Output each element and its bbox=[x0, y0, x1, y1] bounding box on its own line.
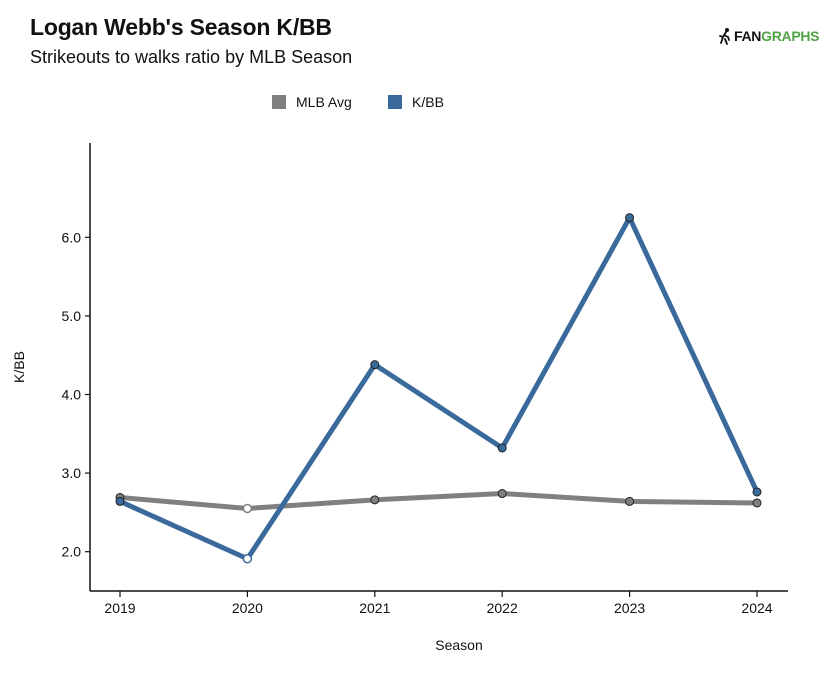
data-point[interactable] bbox=[370, 495, 380, 505]
data-point[interactable] bbox=[625, 496, 635, 506]
y-tick-label: 6.0 bbox=[62, 229, 82, 245]
series-line bbox=[117, 215, 760, 562]
x-tick-label: 2020 bbox=[232, 600, 263, 616]
data-point[interactable] bbox=[497, 443, 507, 453]
data-point[interactable] bbox=[625, 213, 635, 223]
chart-title: Logan Webb's Season K/BB bbox=[30, 14, 332, 40]
data-point[interactable] bbox=[242, 503, 253, 514]
legend-swatch bbox=[388, 95, 402, 109]
fangraphs-logo: FAN GRAPHS bbox=[718, 26, 820, 46]
chart-subtitle: Strikeouts to walks ratio by MLB Season bbox=[30, 47, 353, 67]
data-point[interactable] bbox=[497, 489, 507, 499]
x-tick-label: 2023 bbox=[614, 600, 645, 616]
data-point[interactable] bbox=[242, 554, 253, 564]
series-layer bbox=[115, 213, 762, 564]
runner-icon bbox=[719, 28, 730, 45]
x-tick-label: 2024 bbox=[741, 600, 772, 616]
axes: 2.0 3.0 4.0 5.0 6.0 2019 2020 2021 2022 2023 2024 bbox=[62, 143, 788, 616]
x-axis-title: Season bbox=[435, 637, 482, 653]
y-tick-label: 3.0 bbox=[62, 465, 82, 481]
data-point[interactable] bbox=[115, 496, 125, 506]
x-tick-label: 2019 bbox=[104, 600, 135, 616]
logo-text-graphs: GRAPHS bbox=[761, 28, 820, 44]
x-tick-label: 2021 bbox=[359, 600, 390, 616]
logo-text-fan: FAN bbox=[734, 28, 762, 44]
legend: MLB Avg K/BB bbox=[272, 94, 444, 110]
legend-label: K/BB bbox=[412, 94, 444, 110]
data-point[interactable] bbox=[752, 498, 762, 508]
series-kbb bbox=[115, 213, 762, 564]
series-line bbox=[117, 491, 760, 511]
y-tick-label: 4.0 bbox=[62, 387, 82, 403]
data-point[interactable] bbox=[370, 360, 380, 370]
y-tick-label: 2.0 bbox=[62, 544, 82, 560]
y-tick-label: 5.0 bbox=[62, 308, 82, 324]
legend-label: MLB Avg bbox=[296, 94, 352, 110]
series-mlb-avg bbox=[115, 489, 762, 514]
data-point[interactable] bbox=[752, 487, 762, 497]
legend-swatch bbox=[272, 95, 286, 109]
y-axis-title: K/BB bbox=[11, 351, 27, 383]
x-tick-label: 2022 bbox=[487, 600, 518, 616]
